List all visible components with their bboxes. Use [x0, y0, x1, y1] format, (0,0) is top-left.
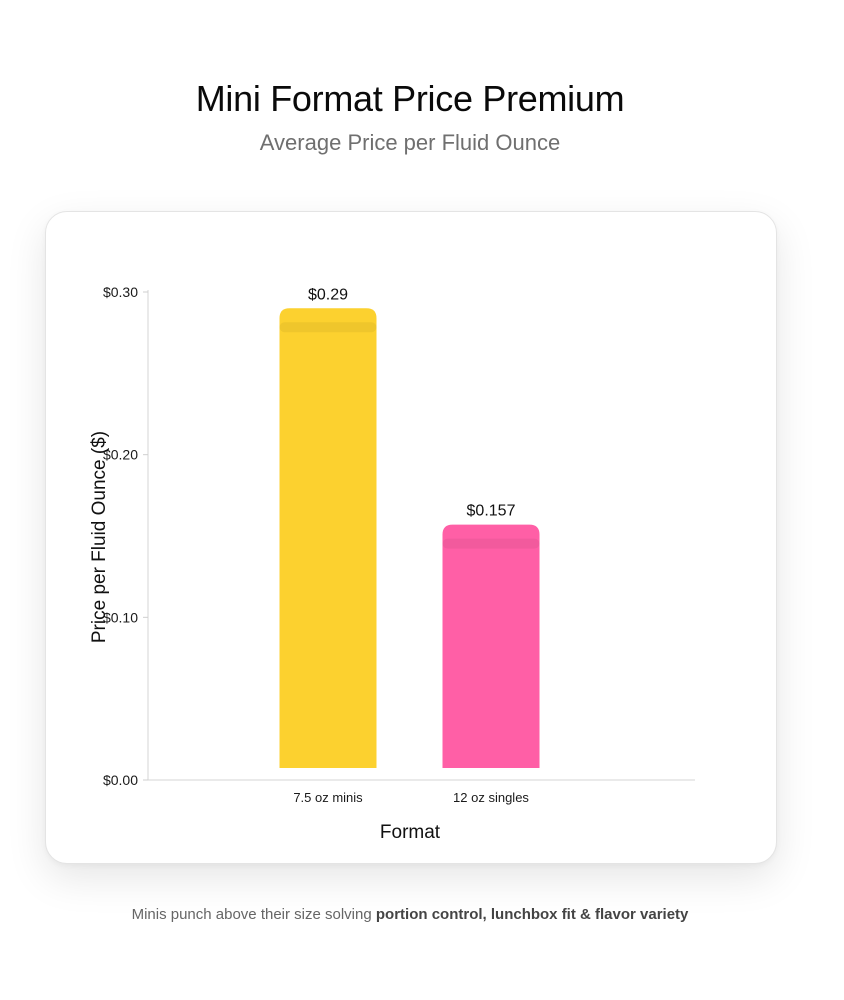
- chart-caption: Minis punch above their size solving por…: [0, 906, 820, 923]
- y-tick-label: $0.20: [103, 447, 138, 463]
- chart-title: Mini Format Price Premium: [195, 78, 625, 119]
- x-tick-label: 12 oz singles: [453, 790, 529, 805]
- y-axis-label: Price per Fluid Ounce ($): [89, 431, 110, 643]
- bar-cap-shade: [442, 538, 540, 549]
- bar: [442, 524, 540, 768]
- bar-value-label: $0.157: [467, 503, 516, 520]
- x-axis-label: Format: [380, 822, 441, 843]
- caption-highlight: portion control, lunchbox fit & flavor v…: [375, 906, 689, 923]
- bar-value-label: $0.29: [308, 286, 348, 303]
- x-tick-label: 7.5 oz minis: [293, 790, 363, 805]
- y-tick-label: $0.00: [103, 772, 138, 788]
- y-tick-label: $0.30: [103, 284, 138, 300]
- chart-card: [45, 211, 777, 864]
- caption-text: Minis punch above their size solving: [131, 906, 376, 923]
- bar-cap-shade: [279, 322, 377, 333]
- bar: [279, 308, 377, 768]
- chart-subtitle: Average Price per Fluid Ounce: [259, 130, 561, 155]
- y-tick-label: $0.10: [103, 609, 138, 625]
